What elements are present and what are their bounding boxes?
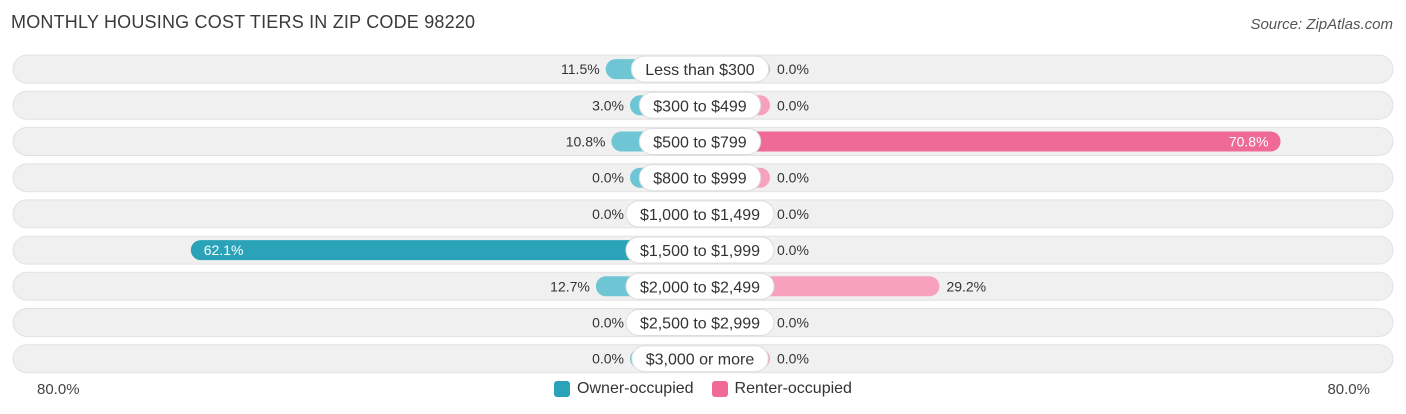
- category-pill: [638, 91, 762, 119]
- category-label: $1,000 to $1,499: [640, 207, 760, 224]
- owner-value-label: 0.0%: [592, 351, 624, 367]
- category-label: $2,500 to $2,999: [640, 316, 760, 333]
- legend-item-owner: Owner-occupied: [554, 380, 694, 398]
- renter-value-label: 0.0%: [777, 206, 809, 222]
- legend-item-renter: Renter-occupied: [711, 380, 852, 398]
- category-pill: [638, 128, 762, 155]
- chart-row: 0.0% 0.0% $2,500 to $2,999: [12, 308, 1394, 337]
- category-label: $2,000 to $2,499: [640, 279, 760, 296]
- chart-title: MONTHLY HOUSING COST TIERS IN ZIP CODE 9…: [11, 12, 476, 32]
- legend-label-owner: Owner-occupied: [577, 380, 694, 397]
- category-pill: [630, 55, 770, 83]
- owner-value-label: 0.0%: [592, 315, 624, 331]
- renter-value-label: 0.0%: [777, 351, 809, 367]
- category-label: $300 to $499: [653, 98, 747, 115]
- chart-row: 0.0% 0.0% $800 to $999: [12, 163, 1394, 193]
- category-label: $3,000 or more: [646, 352, 755, 369]
- category-label: $500 to $799: [653, 135, 747, 152]
- chart-row: 0.0% 0.0% $1,000 to $1,499: [12, 199, 1394, 229]
- category-pill: [625, 200, 775, 228]
- owner-value-label: 3.0%: [592, 97, 624, 113]
- category-label: $800 to $999: [653, 171, 747, 188]
- category-pill: [625, 272, 775, 300]
- renter-value-label: 70.8%: [1229, 134, 1269, 150]
- legend-swatch-renter: [711, 381, 728, 397]
- source-label: Source: ZipAtlas.com: [1250, 16, 1393, 33]
- category-pill: [631, 345, 769, 373]
- axis-left-label: 80.0%: [37, 381, 80, 398]
- owner-value-label: 10.8%: [566, 134, 606, 150]
- category-pill: [638, 164, 762, 192]
- category-pill: [625, 236, 775, 264]
- chart-row: 0.0% 0.0% $3,000 or more: [12, 344, 1394, 374]
- chart-row: 3.0% 0.0% $300 to $499: [12, 90, 1394, 120]
- chart-row: 12.7% 29.2% $2,000 to $2,499: [12, 271, 1394, 301]
- owner-value-label: 0.0%: [592, 206, 624, 222]
- legend: Owner-occupied Renter-occupied: [0, 380, 1406, 398]
- renter-value-label: 0.0%: [777, 242, 809, 258]
- renter-value-label: 29.2%: [946, 278, 986, 294]
- category-label: $1,500 to $1,999: [640, 243, 760, 260]
- chart-row: 10.8% 70.8% $500 to $799: [12, 127, 1394, 156]
- owner-value-label: 12.7%: [550, 278, 590, 294]
- axis-right-label: 80.0%: [1327, 381, 1370, 398]
- category-label: Less than $300: [645, 62, 755, 79]
- owner-value-label: 11.5%: [561, 61, 600, 77]
- renter-value-label: 0.0%: [777, 170, 809, 186]
- legend-label-renter: Renter-occupied: [734, 380, 852, 397]
- owner-bar: [190, 240, 700, 261]
- renter-value-label: 0.0%: [777, 315, 809, 331]
- renter-value-label: 0.0%: [777, 61, 809, 77]
- renter-value-label: 0.0%: [777, 97, 809, 113]
- bar-chart: 11.5% 0.0% Less than $300 3.0% 0.0% $300 to $…: [12, 54, 1394, 374]
- owner-value-label: 0.0%: [592, 170, 624, 186]
- category-pill: [625, 309, 775, 336]
- legend-swatch-owner: [554, 381, 571, 397]
- chart-row: 11.5% 0.0% Less than $300: [12, 54, 1394, 84]
- chart-row: 62.1% 0.0% $1,500 to $1,999: [12, 235, 1394, 265]
- renter-bar: [700, 131, 1281, 152]
- owner-value-label: 62.1%: [204, 242, 244, 258]
